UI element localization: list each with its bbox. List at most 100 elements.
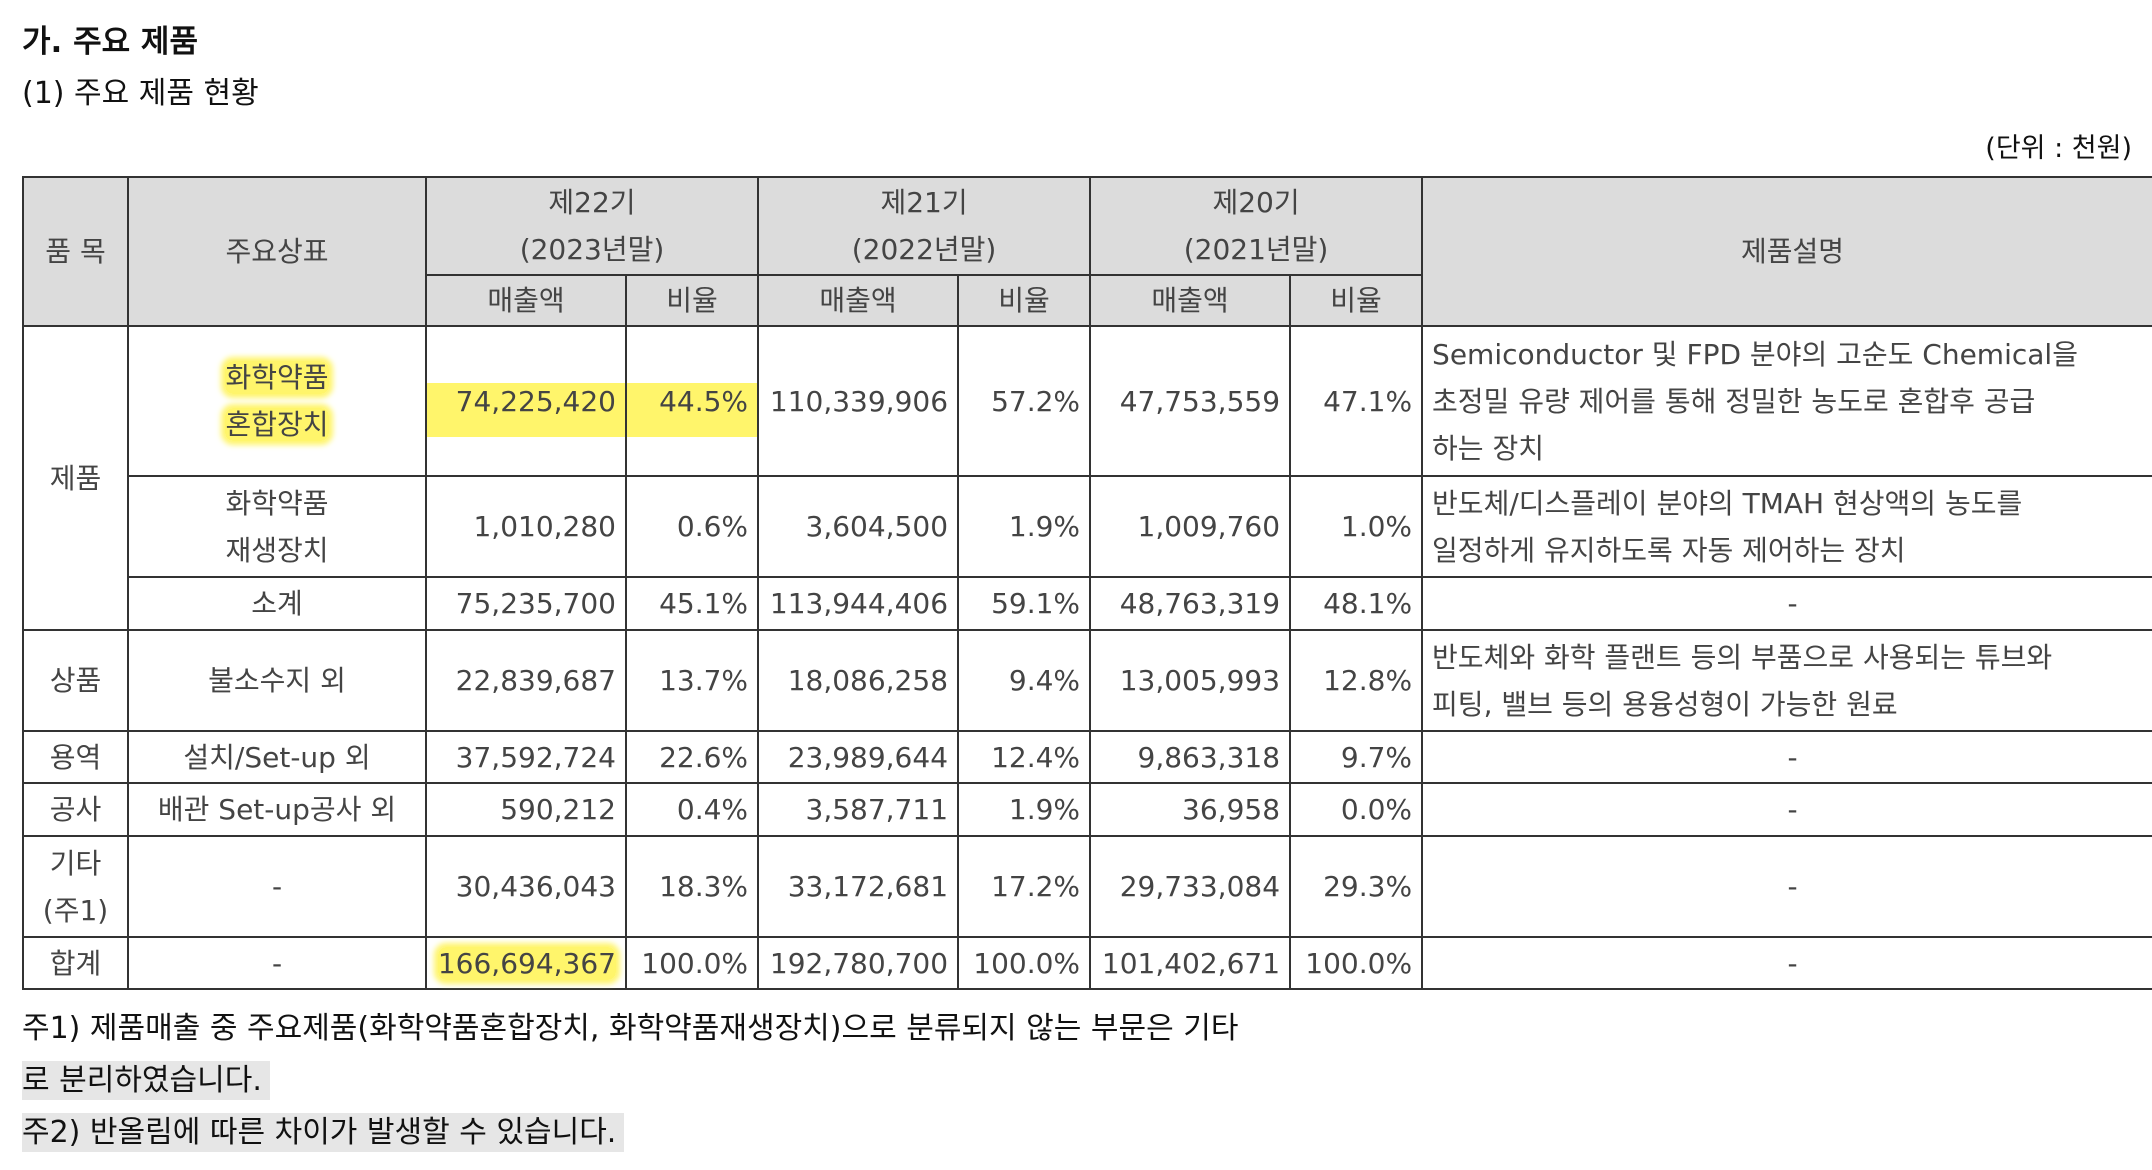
ratio-20-cell: 0.0% bbox=[1289, 782, 1424, 837]
description-line: 반도체와 화학 플랜트 등의 부품으로 사용되는 튜브와 bbox=[1432, 640, 2053, 674]
header-period-20: 제20기 (2021년말) bbox=[1089, 176, 1424, 276]
ratio-21-cell: 1.9% bbox=[957, 782, 1092, 837]
description-cell: 반도체와 화학 플랜트 등의 부품으로 사용되는 튜브와 피팅, 밸브 등의 용… bbox=[1421, 629, 2152, 732]
description-line: 반도체/디스플레이 분야의 TMAH 현상액의 농도를 bbox=[1432, 486, 2023, 520]
table-row: 공사 배관 Set-up공사 외 590,212 0.4% 3,587,711 … bbox=[22, 782, 2152, 837]
ratio-20-cell: 48.1% bbox=[1289, 576, 1424, 631]
header-period-21: 제21기 (2022년말) bbox=[757, 176, 1092, 276]
header-period-21-label: 제21기 bbox=[880, 186, 968, 219]
table-row: 합계 - 166,694,367 100.0% 192,780,700 100.… bbox=[22, 936, 2152, 990]
ratio-22-cell: 18.3% bbox=[624, 835, 760, 938]
category-cell: 합계 bbox=[22, 936, 129, 990]
header-period-22-date: (2023년말) bbox=[519, 233, 665, 266]
brand-cell: 설치/Set-up 외 bbox=[127, 730, 427, 784]
sales-21-cell: 113,944,406 bbox=[757, 576, 960, 631]
header-brand: 주요상표 bbox=[127, 176, 427, 327]
description-cell: - bbox=[1421, 936, 2152, 990]
sales-22-cell: 30,436,043 bbox=[425, 835, 627, 938]
sales-21-cell: 18,086,258 bbox=[757, 629, 960, 732]
header-sales-21: 매출액 bbox=[757, 274, 960, 327]
footnote-2: 주2) 반올림에 따른 차이가 발생할 수 있습니다. bbox=[22, 1113, 625, 1152]
category-cell: 기타 (주1) bbox=[22, 835, 129, 938]
table-row: 화학약품 재생장치 1,010,280 0.6% 3,604,500 1.9% … bbox=[23, 475, 2152, 578]
description-line: 일정하게 유지하도록 자동 제어하는 장치 bbox=[1432, 533, 1906, 567]
ratio-22-cell: 45.1% bbox=[624, 576, 760, 631]
brand-cell: - bbox=[127, 936, 427, 990]
category-line: 기타 bbox=[49, 846, 102, 880]
footnote-1-line-2: 로 분리하였습니다. bbox=[22, 1061, 270, 1100]
footnotes: 주1) 제품매출 중 주요제품(화학약품혼합장치, 화학약품재생장치)으로 분류… bbox=[22, 1003, 1238, 1159]
sales-21-cell: 3,604,500 bbox=[757, 475, 960, 578]
description-line: 초정밀 유량 제어를 통해 정밀한 농도로 혼합후 공급 bbox=[1432, 384, 2036, 418]
sales-22-cell: 37,592,724 bbox=[425, 730, 627, 784]
sales-20-cell: 36,958 bbox=[1089, 782, 1292, 837]
header-period-20-date: (2021년말) bbox=[1183, 233, 1329, 266]
sales-20-cell: 47,753,559 bbox=[1089, 325, 1292, 477]
sales-21-cell: 23,989,644 bbox=[757, 730, 960, 784]
header-ratio-21: 비율 bbox=[957, 274, 1092, 327]
sales-22-cell: 166,694,367 bbox=[425, 936, 627, 990]
brand-cell: 화학약품 혼합장치 bbox=[127, 325, 427, 477]
header-period-20-label: 제20기 bbox=[1212, 186, 1300, 219]
sales-21-cell: 110,339,906 bbox=[757, 325, 960, 477]
table-row: 상품 불소수지 외 22,839,687 13.7% 18,086,258 9.… bbox=[22, 629, 2152, 732]
section-title: 가. 주요 제품 bbox=[22, 24, 198, 60]
sales-21-cell: 3,587,711 bbox=[757, 782, 960, 837]
brand-cell: 불소수지 외 bbox=[127, 629, 427, 732]
sub-title: (1) 주요 제품 현황 bbox=[22, 76, 259, 111]
brand-cell: 배관 Set-up공사 외 bbox=[127, 782, 427, 837]
ratio-22-cell: 100.0% bbox=[624, 936, 760, 990]
ratio-21-cell: 9.4% bbox=[957, 629, 1092, 732]
sales-22-cell: 1,010,280 bbox=[425, 475, 627, 578]
table-row: 소계 75,235,700 45.1% 113,944,406 59.1% 48… bbox=[23, 576, 2152, 631]
header-ratio-22: 비율 bbox=[624, 274, 760, 327]
header-item: 품 목 bbox=[22, 176, 129, 327]
ratio-21-cell: 59.1% bbox=[957, 576, 1092, 631]
ratio-21-cell: 57.2% bbox=[957, 325, 1092, 477]
ratio-22-cell: 0.4% bbox=[624, 782, 760, 837]
unit-label: (단위 : 천원) bbox=[1985, 133, 2132, 164]
description-cell: - bbox=[1421, 576, 2152, 631]
ratio-20-cell: 47.1% bbox=[1289, 325, 1424, 477]
description-cell: Semiconductor 및 FPD 분야의 고순도 Chemical을 초정… bbox=[1421, 325, 2152, 477]
category-cell: 공사 bbox=[22, 782, 129, 837]
header-sales-20: 매출액 bbox=[1089, 274, 1292, 327]
table-row: 기타 (주1) - 30,436,043 18.3% 33,172,681 17… bbox=[22, 835, 2152, 938]
category-cell: 상품 bbox=[22, 629, 129, 732]
description-cell: - bbox=[1421, 730, 2152, 784]
sales-22-cell: 590,212 bbox=[425, 782, 627, 837]
brand-cell: 화학약품 재생장치 bbox=[127, 475, 427, 578]
sales-21-cell: 33,172,681 bbox=[757, 835, 960, 938]
header-sales-22: 매출액 bbox=[425, 274, 627, 327]
category-cell: 용역 bbox=[22, 730, 129, 784]
ratio-22-cell: 0.6% bbox=[624, 475, 760, 578]
category-line: (주1) bbox=[42, 893, 109, 927]
description-cell: 반도체/디스플레이 분야의 TMAH 현상액의 농도를 일정하게 유지하도록 자… bbox=[1421, 475, 2152, 578]
ratio-20-cell: 12.8% bbox=[1289, 629, 1424, 732]
ratio-20-cell: 9.7% bbox=[1289, 730, 1424, 784]
category-cell: 제품 bbox=[22, 325, 129, 631]
sales-20-cell: 13,005,993 bbox=[1089, 629, 1292, 732]
ratio-20-cell: 100.0% bbox=[1289, 936, 1424, 990]
description-line: Semiconductor 및 FPD 분야의 고순도 Chemical을 bbox=[1432, 337, 2078, 371]
products-table: 품 목 주요상표 제22기 (2023년말) 제21기 (2022년말) 제20… bbox=[22, 176, 2152, 990]
ratio-22-cell: 44.5% bbox=[624, 325, 760, 477]
header-period-22-label: 제22기 bbox=[548, 186, 636, 219]
header-period-21-date: (2022년말) bbox=[851, 233, 997, 266]
brand-line: 화학약품 bbox=[225, 486, 329, 520]
sales-20-cell: 101,402,671 bbox=[1089, 936, 1292, 990]
header-period-22: 제22기 (2023년말) bbox=[424, 176, 760, 276]
footnote-1-line-1: 주1) 제품매출 중 주요제품(화학약품혼합장치, 화학약품재생장치)으로 분류… bbox=[22, 1011, 1239, 1046]
header-ratio-20: 비율 bbox=[1289, 274, 1424, 327]
sales-22-cell: 22,839,687 bbox=[425, 629, 627, 732]
sales-20-cell: 29,733,084 bbox=[1089, 835, 1292, 938]
ratio-20-cell: 1.0% bbox=[1289, 475, 1424, 578]
sales-21-cell: 192,780,700 bbox=[757, 936, 960, 990]
sales-22-cell: 74,225,420 bbox=[425, 325, 627, 477]
description-line: 하는 장치 bbox=[1432, 431, 1544, 465]
sales-20-cell: 1,009,760 bbox=[1089, 475, 1292, 578]
ratio-20-cell: 29.3% bbox=[1289, 835, 1424, 938]
ratio-21-cell: 1.9% bbox=[957, 475, 1092, 578]
sales-20-cell: 9,863,318 bbox=[1089, 730, 1292, 784]
description-cell: - bbox=[1421, 782, 2152, 837]
